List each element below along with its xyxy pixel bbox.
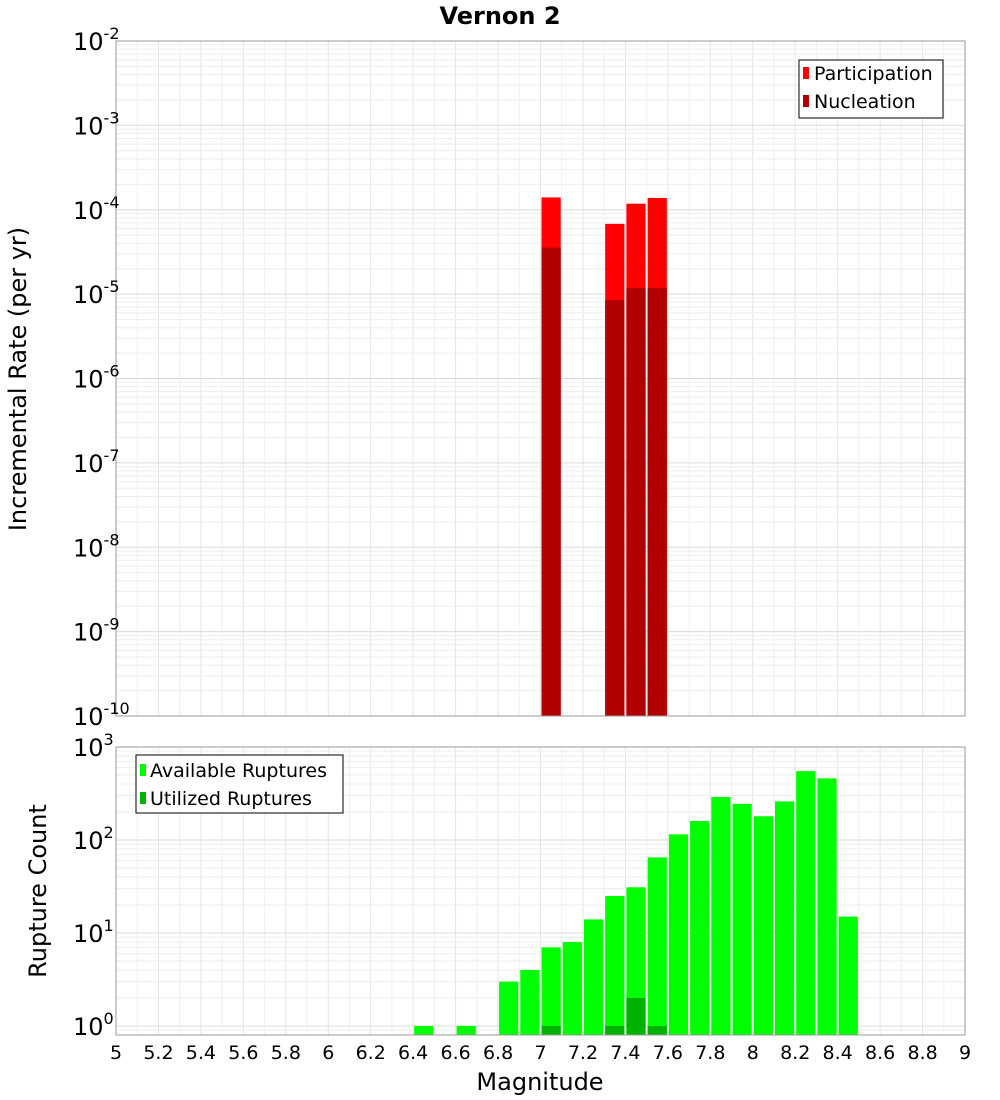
utilized-ruptures-bar <box>647 1025 667 1035</box>
x-tick-label: 7.6 <box>653 1042 683 1064</box>
top-bars <box>541 197 667 717</box>
x-tick-label: 6.4 <box>398 1042 428 1064</box>
nucleation-bar <box>647 288 667 716</box>
top-legend: Participation Nucleation <box>798 59 944 119</box>
legend-swatch-utilized <box>140 792 146 804</box>
available-ruptures-bar <box>817 778 837 1035</box>
x-tick-label: 9 <box>959 1042 971 1064</box>
y-tick-label: 103 <box>73 730 114 762</box>
available-ruptures-bar <box>753 816 773 1035</box>
utilized-ruptures-bar <box>605 1025 625 1035</box>
x-tick-label: 5.4 <box>186 1042 216 1064</box>
x-tick-label: 6.8 <box>483 1042 513 1064</box>
x-tick-label: 8.2 <box>780 1042 810 1064</box>
y-tick-label: 101 <box>73 916 114 948</box>
legend-label-nucleation: Nucleation <box>814 91 916 113</box>
x-tick-label: 5.6 <box>228 1042 258 1064</box>
y-tick-label: 10-9 <box>73 615 120 647</box>
bottom-plot-border <box>115 746 966 1036</box>
x-tick-label: 5 <box>110 1042 122 1064</box>
x-tick-label: 7.2 <box>568 1042 598 1064</box>
available-ruptures-bar <box>838 916 858 1035</box>
available-ruptures-bar <box>690 821 710 1035</box>
nucleation-bar <box>541 247 561 717</box>
available-ruptures-bar <box>774 801 795 1035</box>
available-ruptures-bar <box>711 796 731 1035</box>
y-tick-label: 10-6 <box>73 362 120 394</box>
bottom-y-axis-label: Rupture Count <box>24 804 52 978</box>
legend-label-participation: Participation <box>814 63 933 85</box>
y-tick-label: 102 <box>73 823 114 855</box>
chart-title: Vernon 2 <box>439 2 560 30</box>
available-ruptures-bar <box>520 969 540 1035</box>
available-ruptures-bar <box>562 942 582 1035</box>
available-ruptures-bar <box>605 895 625 1035</box>
y-tick-label: 10-8 <box>73 530 120 562</box>
available-ruptures-bar <box>647 857 667 1035</box>
x-tick-label: 6.2 <box>356 1042 386 1064</box>
top-y-ticks: 10-10 10-9 10-8 10-7 10-6 10-5 10-4 10-3 10-2 <box>73 24 130 731</box>
legend-label-available: Available Ruptures <box>150 760 327 782</box>
top-y-axis-label: Incremental Rate (per yr) <box>4 227 32 531</box>
x-ticks: 5 5.2 5.4 5.6 5.8 6 6.2 6.4 6.6 6.8 7 7.2 7.4 7.6 7.8 8… <box>110 1042 971 1064</box>
available-ruptures-bar <box>796 771 816 1035</box>
available-ruptures-bar <box>414 1025 434 1035</box>
top-plot-border <box>115 40 966 717</box>
y-tick-label: 100 <box>73 1009 114 1041</box>
x-tick-label: 5.8 <box>271 1042 301 1064</box>
utilized-ruptures-bar <box>626 997 646 1035</box>
legend-swatch-nucleation <box>803 95 809 107</box>
x-tick-label: 7.4 <box>610 1042 640 1064</box>
available-ruptures-bar <box>732 803 752 1035</box>
y-tick-label: 10-2 <box>73 24 120 56</box>
x-tick-label: 8.6 <box>865 1042 895 1064</box>
bottom-bars <box>414 771 858 1035</box>
x-tick-label: 8.8 <box>907 1042 937 1064</box>
available-ruptures-bar <box>541 947 561 1035</box>
bottom-legend: Available Ruptures Utilized Ruptures <box>135 754 344 814</box>
x-tick-label: 6.6 <box>440 1042 470 1064</box>
x-tick-label: 5.2 <box>143 1042 173 1064</box>
y-tick-label: 10-10 <box>73 699 130 731</box>
available-ruptures-bar <box>583 919 604 1035</box>
legend-swatch-available <box>140 764 146 776</box>
legend-label-utilized: Utilized Ruptures <box>150 788 312 810</box>
y-tick-label: 10-7 <box>73 446 120 478</box>
x-tick-label: 6 <box>322 1042 334 1064</box>
nucleation-bar <box>626 288 646 716</box>
available-ruptures-bar <box>499 981 519 1035</box>
y-tick-label: 10-5 <box>73 277 120 309</box>
y-tick-label: 10-4 <box>73 193 120 225</box>
top-grid <box>115 41 966 717</box>
available-ruptures-bar <box>456 1025 476 1035</box>
bottom-y-ticks: 100 101 102 103 <box>73 730 114 1041</box>
y-tick-label: 10-3 <box>73 108 120 140</box>
x-axis-label: Magnitude <box>476 1068 603 1096</box>
x-tick-label: 7.8 <box>695 1042 725 1064</box>
x-tick-label: 8.4 <box>823 1042 853 1064</box>
legend-swatch-participation <box>803 67 809 79</box>
nucleation-bar <box>605 300 625 716</box>
utilized-ruptures-bar <box>541 1025 561 1035</box>
x-tick-label: 8 <box>747 1042 759 1064</box>
x-tick-label: 7 <box>534 1042 546 1064</box>
available-ruptures-bar <box>668 834 689 1035</box>
